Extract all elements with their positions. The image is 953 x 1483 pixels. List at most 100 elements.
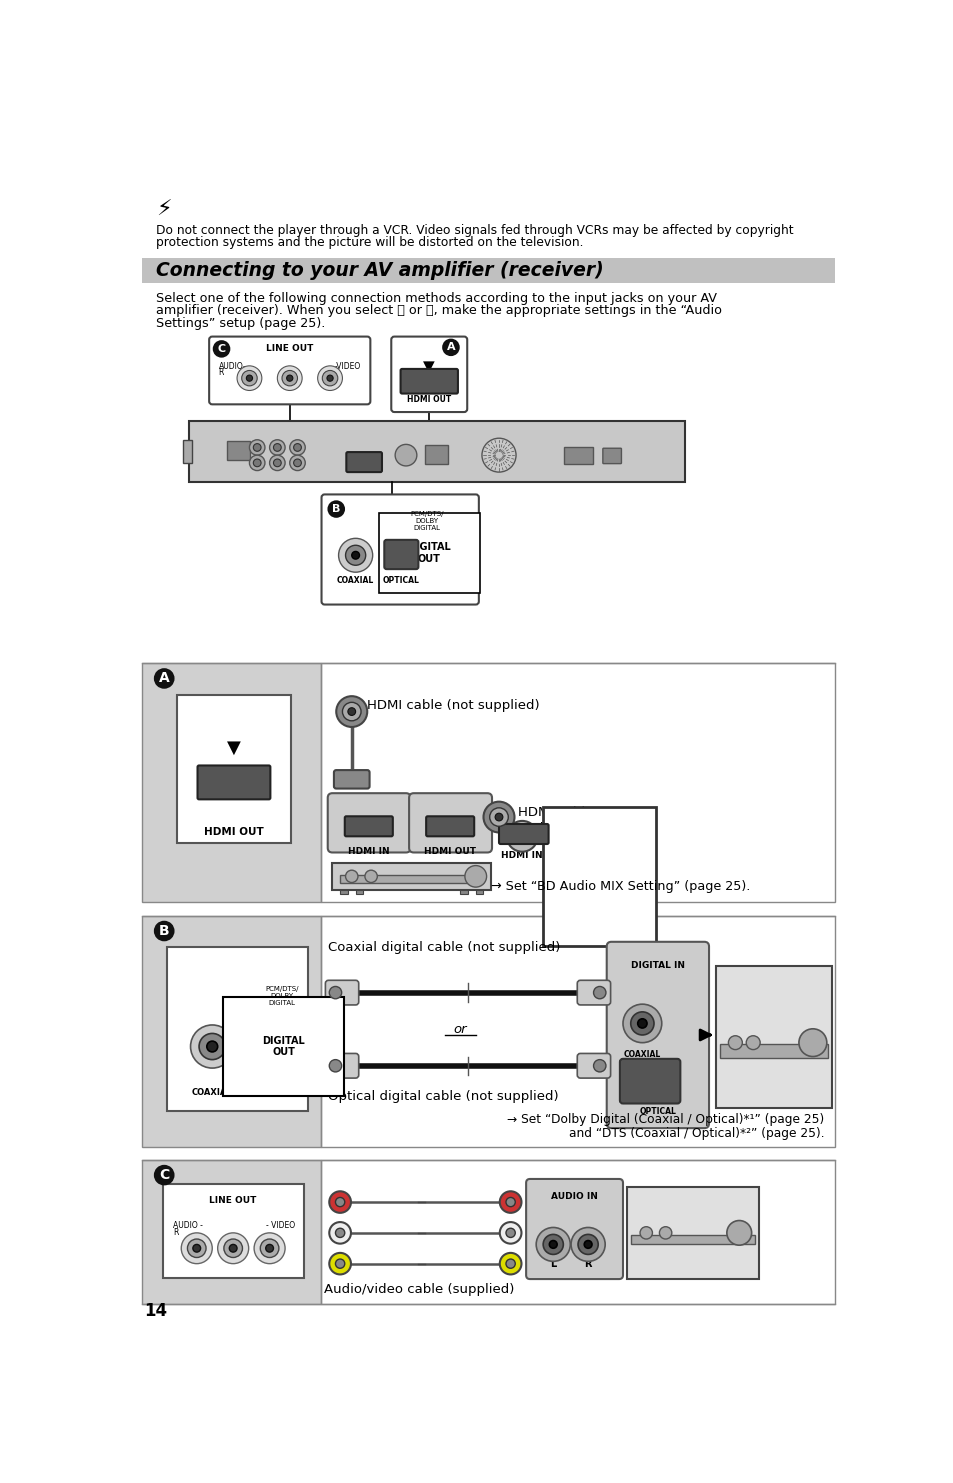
FancyBboxPatch shape [321, 494, 478, 605]
Circle shape [329, 1191, 351, 1213]
Circle shape [246, 375, 253, 381]
Circle shape [464, 866, 486, 887]
Circle shape [335, 696, 367, 727]
Circle shape [181, 1232, 212, 1264]
Text: B: B [159, 924, 170, 939]
FancyBboxPatch shape [716, 965, 831, 1108]
Circle shape [328, 501, 344, 516]
FancyBboxPatch shape [602, 448, 620, 464]
Text: 14: 14 [144, 1302, 167, 1320]
Bar [142, 1160, 320, 1304]
Circle shape [329, 986, 341, 998]
Text: ▼: ▼ [423, 359, 435, 374]
Circle shape [505, 1197, 515, 1207]
Circle shape [338, 538, 373, 572]
Text: COAXIAL: COAXIAL [192, 1089, 233, 1097]
Text: Do not connect the player through a VCR. Video signals fed through VCRs may be a: Do not connect the player through a VCR.… [155, 224, 793, 237]
FancyBboxPatch shape [426, 816, 474, 836]
Text: R: R [218, 368, 224, 377]
Text: Audio/video cable (supplied): Audio/video cable (supplied) [324, 1283, 514, 1296]
Circle shape [622, 1004, 661, 1043]
Text: OPTICAL: OPTICAL [251, 1089, 290, 1097]
Text: PCM/DTS/
DOLBY
DIGITAL: PCM/DTS/ DOLBY DIGITAL [410, 510, 443, 531]
Circle shape [290, 440, 305, 455]
FancyBboxPatch shape [498, 825, 548, 844]
Text: A: A [158, 672, 170, 685]
Text: ▼: ▼ [227, 739, 241, 756]
Circle shape [270, 455, 285, 470]
FancyBboxPatch shape [400, 369, 457, 393]
Text: A: A [446, 343, 455, 353]
Circle shape [505, 1259, 515, 1268]
Circle shape [745, 1035, 760, 1050]
Text: Optical digital cable (not supplied): Optical digital cable (not supplied) [328, 1090, 558, 1103]
Text: LINE OUT: LINE OUT [266, 344, 314, 353]
Bar [320, 915, 835, 1146]
FancyBboxPatch shape [334, 770, 369, 789]
Bar [320, 663, 835, 902]
Circle shape [443, 340, 458, 354]
Bar [142, 1160, 320, 1304]
Circle shape [193, 1244, 200, 1252]
FancyBboxPatch shape [183, 440, 192, 463]
Text: OPTICAL: OPTICAL [639, 1108, 676, 1117]
Bar [476, 890, 483, 894]
Bar [340, 890, 348, 894]
Text: R: R [584, 1259, 591, 1268]
Circle shape [329, 1060, 341, 1072]
Circle shape [286, 375, 293, 381]
Circle shape [207, 1041, 217, 1051]
Circle shape [329, 1253, 351, 1274]
Text: amplifier (receiver). When you select Ⓐ or Ⓑ, make the appropriate settings in t: amplifier (receiver). When you select Ⓐ … [155, 304, 720, 317]
Circle shape [499, 1191, 521, 1213]
Circle shape [728, 1035, 741, 1050]
Circle shape [583, 1241, 592, 1249]
Circle shape [345, 871, 357, 882]
Circle shape [352, 552, 359, 559]
Text: C: C [217, 344, 225, 354]
Text: HDMI OUT: HDMI OUT [407, 396, 451, 405]
Circle shape [213, 341, 229, 356]
Text: AUDIO-: AUDIO- [218, 362, 246, 371]
Circle shape [294, 443, 301, 451]
Circle shape [191, 1025, 233, 1068]
Circle shape [154, 1166, 173, 1185]
Circle shape [637, 1019, 646, 1028]
Text: protection systems and the picture will be distorted on the television.: protection systems and the picture will … [155, 236, 582, 249]
Circle shape [277, 366, 302, 390]
FancyBboxPatch shape [325, 980, 358, 1005]
Circle shape [253, 460, 261, 467]
Circle shape [593, 986, 605, 998]
Text: HDMI IN: HDMI IN [501, 851, 542, 860]
Text: ⚡: ⚡ [155, 200, 172, 221]
Circle shape [630, 1011, 654, 1035]
FancyBboxPatch shape [163, 1185, 303, 1277]
Circle shape [241, 371, 257, 386]
Circle shape [274, 443, 281, 451]
FancyBboxPatch shape [209, 337, 370, 405]
Circle shape [342, 703, 360, 721]
FancyBboxPatch shape [577, 980, 610, 1005]
FancyBboxPatch shape [328, 793, 410, 853]
Circle shape [345, 546, 365, 565]
Circle shape [187, 1238, 206, 1258]
Circle shape [499, 1253, 521, 1274]
Circle shape [335, 1197, 344, 1207]
Circle shape [506, 822, 537, 851]
FancyBboxPatch shape [630, 1235, 754, 1244]
Bar [320, 1160, 835, 1304]
Text: - VIDEO: - VIDEO [266, 1221, 294, 1229]
Text: HDMI cable (not supplied): HDMI cable (not supplied) [367, 698, 539, 712]
Circle shape [266, 1244, 274, 1252]
FancyBboxPatch shape [250, 1025, 291, 1069]
Circle shape [253, 443, 261, 451]
Circle shape [505, 1228, 515, 1237]
FancyBboxPatch shape [167, 948, 308, 1111]
FancyBboxPatch shape [720, 1044, 827, 1057]
Text: LINE OUT: LINE OUT [210, 1195, 256, 1206]
Circle shape [489, 808, 508, 826]
Circle shape [290, 455, 305, 470]
FancyBboxPatch shape [176, 694, 291, 844]
Circle shape [499, 1222, 521, 1244]
Text: COAXIAL: COAXIAL [623, 1050, 660, 1059]
